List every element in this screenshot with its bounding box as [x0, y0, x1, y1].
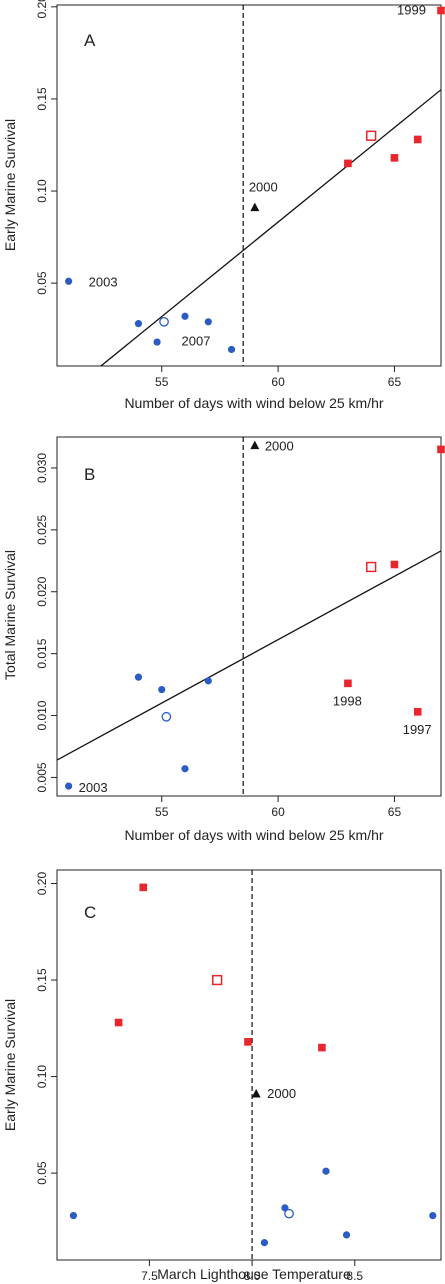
point-label: 2007 [182, 333, 211, 348]
data-point-circle [342, 1231, 351, 1239]
data-point-square [413, 708, 422, 716]
data-point-open-square [366, 130, 377, 141]
x-tick-label: 65 [388, 805, 402, 819]
x-tick-label: 7.5 [141, 1269, 158, 1283]
data-point-open-circle [161, 711, 172, 722]
plot-frame [56, 869, 442, 1261]
data-point-circle [134, 673, 143, 681]
x-axis-title: Number of days with wind below 25 km/hr [124, 827, 383, 843]
data-point-square [114, 1018, 123, 1027]
data-point-square [390, 560, 399, 569]
data-point-open-square [366, 561, 377, 573]
data-point-circle [204, 677, 212, 685]
data-point-circle [227, 345, 236, 354]
data-point-circle [322, 1167, 330, 1175]
data-point-circle [181, 765, 189, 773]
data-point-circle [204, 318, 212, 326]
data-point-square [244, 1038, 252, 1046]
y-axis-title: Early Marine Survival [2, 119, 18, 251]
point-label: 1999 [397, 3, 426, 18]
panel-b: 55 60 65 0.005 0.010 0.015 0.020 0.025 0.030 Numb… [2, 436, 445, 843]
data-point-square [318, 1043, 326, 1052]
data-point-open-circle [159, 316, 169, 327]
point-label: 2000 [265, 439, 294, 454]
point-label: 1998 [333, 693, 362, 708]
y-axis-title: Total Marine Survival [2, 550, 18, 680]
panel-letter: A [84, 31, 96, 50]
y-tick-label: 0.15 [35, 968, 49, 992]
data-point-square [390, 154, 399, 162]
x-tick-label: 55 [155, 375, 169, 389]
y-tick-label: 0.10 [35, 179, 49, 203]
regression-line [99, 89, 441, 366]
point-label: 2000 [267, 1086, 296, 1101]
data-point-circle [181, 312, 189, 320]
plot-frame [56, 436, 442, 797]
y-tick-label: 0.025 [35, 515, 49, 545]
panel-letter: B [84, 465, 95, 484]
y-tick-label: 0.030 [35, 453, 49, 483]
x-tick-label: 55 [155, 805, 169, 819]
data-point-circle [134, 320, 143, 328]
y-tick-label: 0.20 [35, 0, 49, 19]
point-label: 1997 [403, 722, 432, 737]
x-tick-label: 65 [388, 375, 402, 389]
data-point-triangle [250, 202, 260, 212]
panel-letter: C [84, 903, 96, 922]
y-tick-label: 0.10 [35, 1065, 49, 1089]
y-tick-label: 0.020 [35, 576, 49, 606]
x-axis-title: March Lighthouse Temperature [157, 1266, 351, 1282]
y-tick-label: 0.010 [35, 700, 49, 730]
data-point-square [413, 135, 422, 144]
y-tick-label: 0.05 [35, 271, 49, 295]
x-tick-label: 8.0 [244, 1269, 261, 1283]
x-axis-title: Number of days with wind below 25 km/hr [124, 395, 383, 411]
data-point-circle [153, 338, 161, 346]
data-point-triangle [251, 1088, 261, 1098]
data-point-square [437, 6, 445, 15]
panel-a: 55 60 65 0.05 0.10 0.15 0.20 Number of days wit… [2, 0, 445, 411]
point-label: 2003 [89, 274, 118, 289]
x-tick-label: 8.5 [346, 1269, 363, 1283]
plot-frame [56, 4, 442, 367]
data-point-circle [65, 782, 73, 790]
data-point-circle [429, 1211, 437, 1220]
y-tick-label: 0.15 [35, 87, 49, 111]
y-tick-label: 0.005 [35, 762, 49, 792]
data-point-circle [260, 1239, 269, 1247]
data-point-open-circle [284, 1208, 294, 1219]
y-tick-label: 0.20 [35, 872, 49, 896]
point-label: 2003 [79, 780, 108, 795]
data-point-square [139, 883, 148, 892]
data-point-square [437, 445, 445, 454]
data-point-square [344, 159, 352, 168]
data-point-open-square [212, 974, 223, 986]
x-tick-label: 60 [271, 805, 285, 819]
data-point-circle [65, 277, 73, 285]
data-point-square [344, 679, 352, 688]
data-point-circle [158, 685, 166, 694]
point-label: 2000 [249, 180, 278, 195]
y-tick-label: 0.015 [35, 638, 49, 668]
y-axis-title: Early Marine Survival [2, 999, 18, 1131]
data-point-circle [69, 1211, 78, 1220]
panel-c: 7.5 8.0 8.5 0.05 0.10 0.15 0.20 March Lighthous… [2, 869, 442, 1283]
y-tick-label: 0.05 [35, 1161, 49, 1185]
data-point-triangle [250, 440, 260, 450]
x-tick-label: 60 [271, 375, 285, 389]
regression-line [57, 550, 441, 761]
